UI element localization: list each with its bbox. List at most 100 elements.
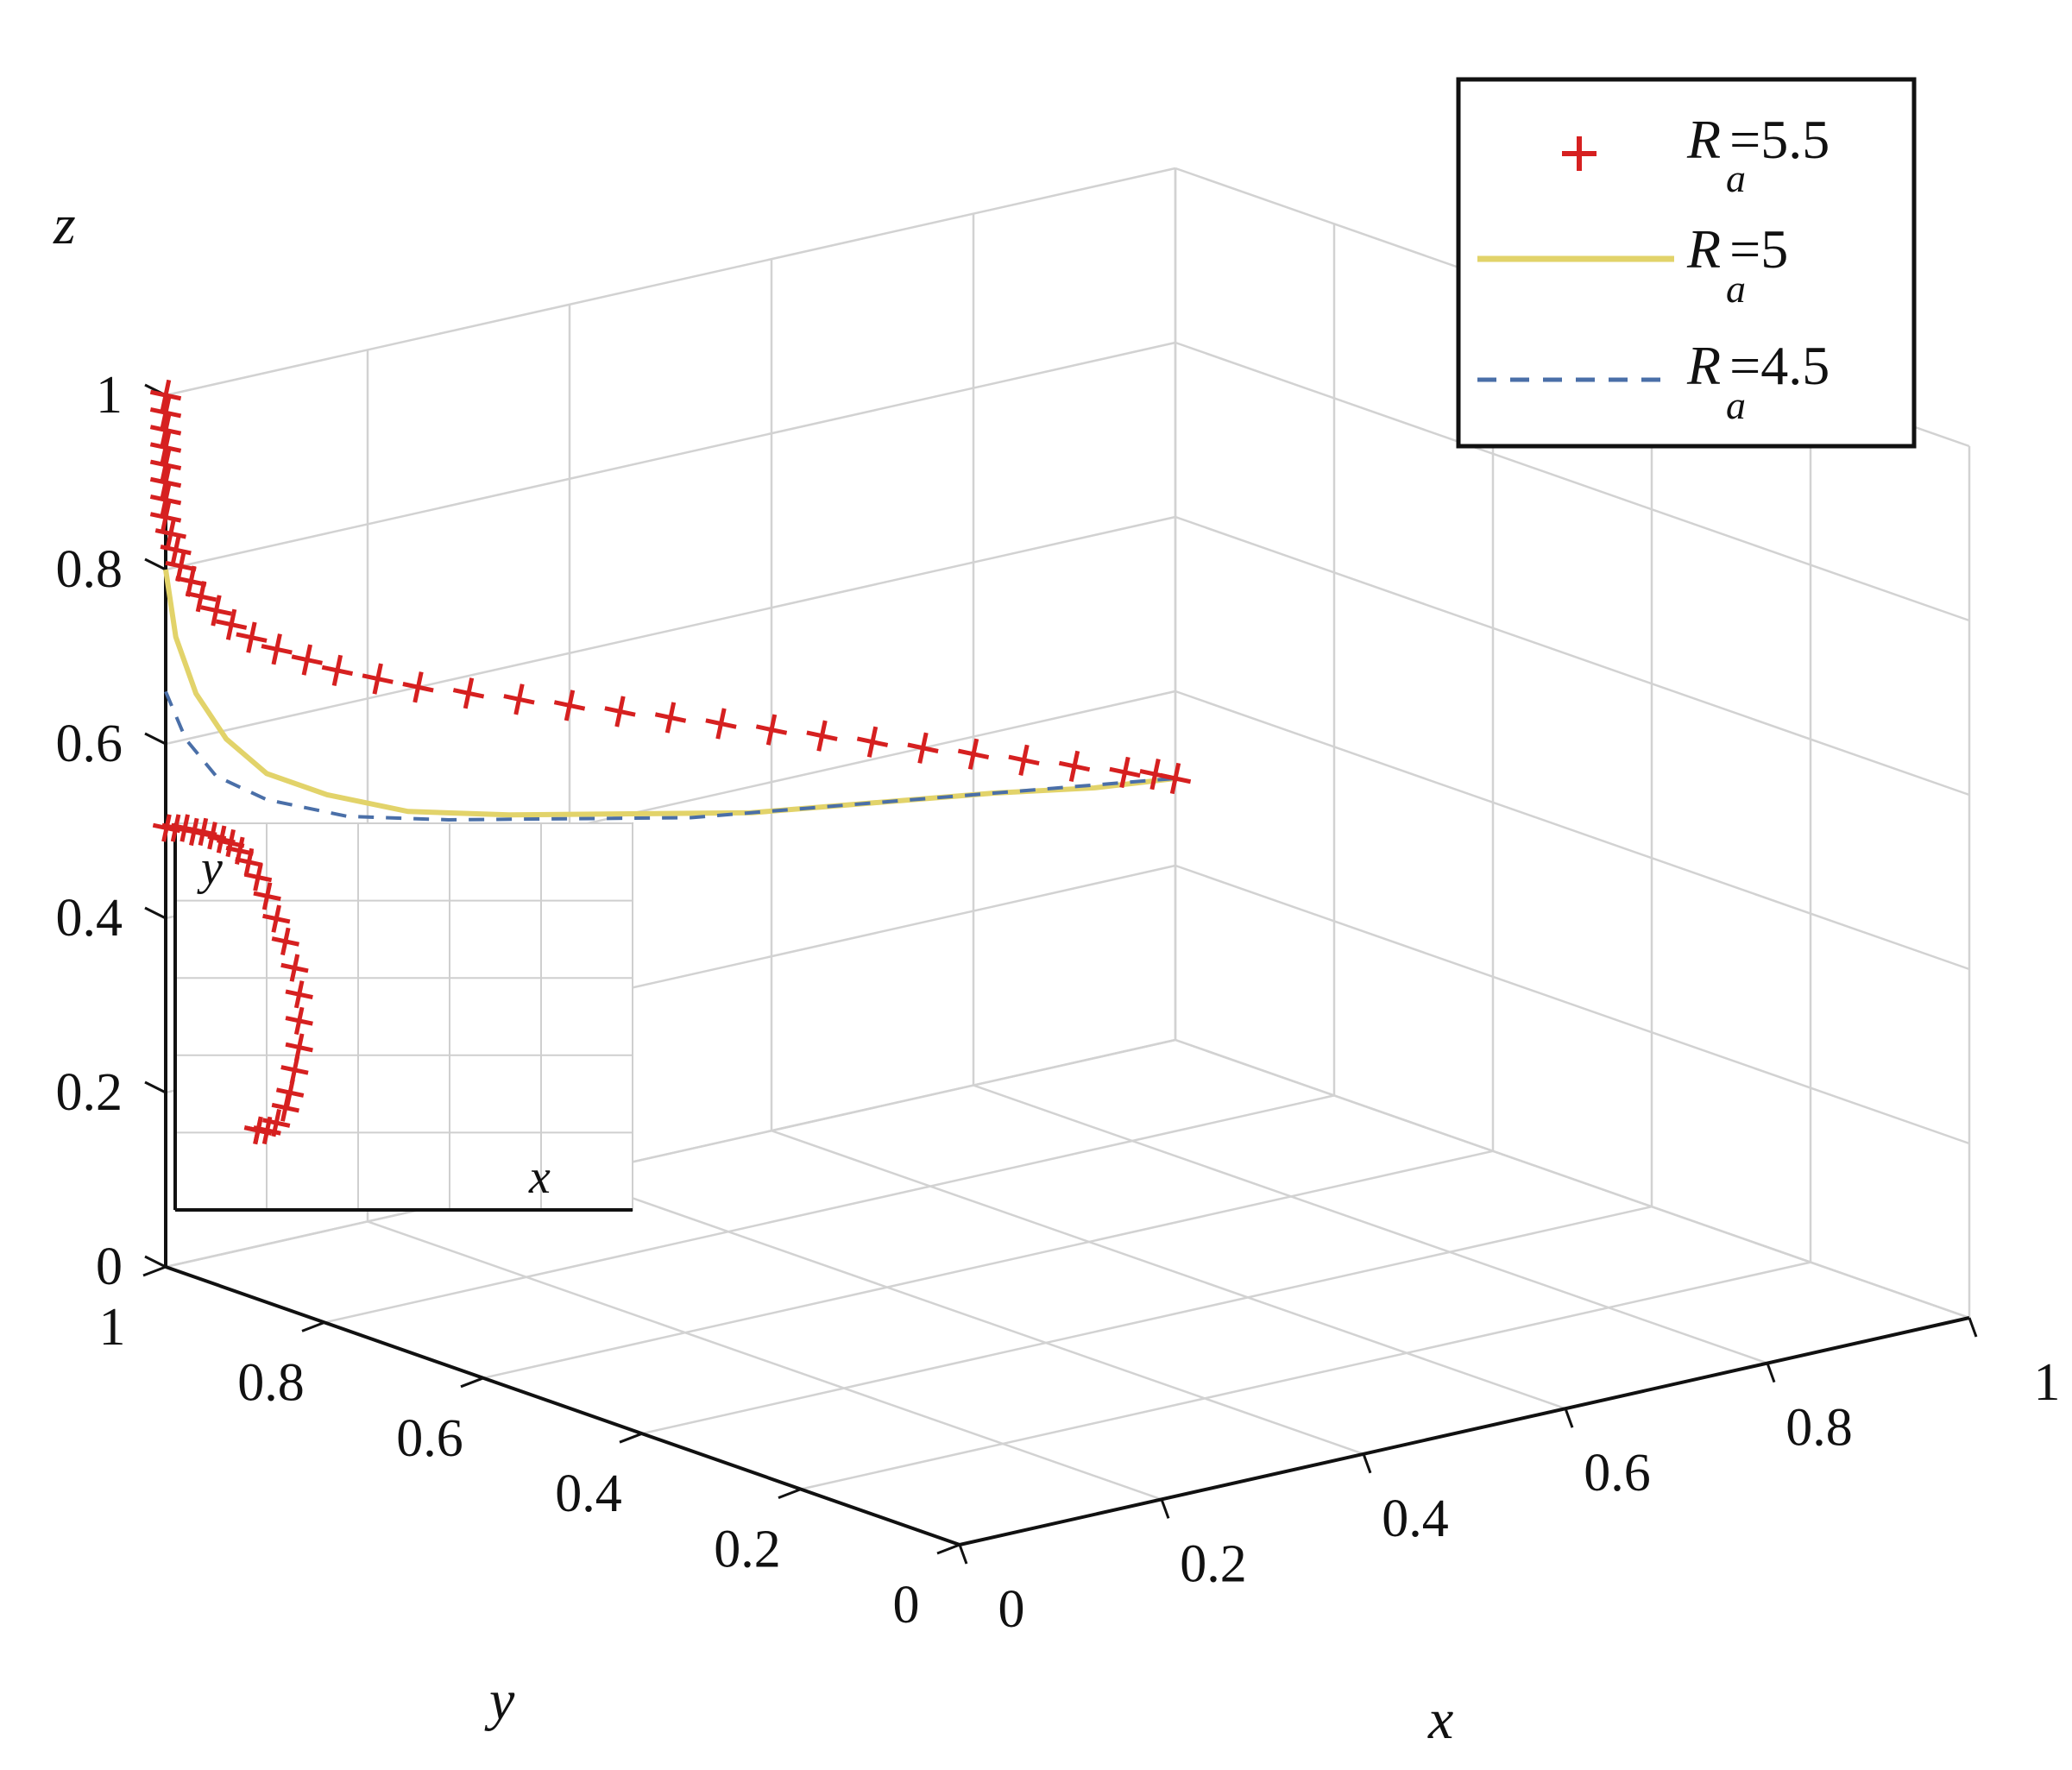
grid-line [1175, 341, 1970, 622]
axes [142, 383, 1978, 1565]
data-point [1058, 750, 1091, 783]
grid-line [1175, 515, 1970, 797]
z-tick-label: 0.4 [56, 889, 123, 948]
x-tick [1968, 1317, 1978, 1338]
legend-entry-2-subscript: a [1726, 267, 1746, 311]
data-point [291, 644, 323, 676]
legend-entry-1-subscript: a [1726, 156, 1746, 200]
data-point [149, 414, 182, 446]
data-point [149, 397, 182, 429]
x-tick-label: 0.8 [1785, 1399, 1853, 1458]
data-point [149, 484, 182, 516]
data-point [285, 1033, 313, 1061]
x-axis-label: x [1427, 1688, 1453, 1751]
z-tick-label: 0.2 [56, 1063, 123, 1122]
y-axis-label: y [484, 1669, 515, 1732]
y-tick-label: 1 [99, 1298, 126, 1357]
series-line-3 [164, 690, 1176, 822]
data-point [243, 1116, 273, 1145]
grid-line [800, 1261, 1811, 1490]
x-tick-label: 0 [998, 1580, 1025, 1639]
x-tick [1160, 1498, 1170, 1519]
inset-plot: xy [152, 814, 633, 1212]
z-axis-label: z [53, 193, 76, 256]
legend-entry-1-symbol: R [1686, 109, 1721, 170]
y-tick-label: 0.2 [714, 1521, 781, 1579]
grid-line [973, 1084, 1768, 1364]
grid-line [771, 1130, 1566, 1410]
grid-line [165, 341, 1176, 571]
legend-entry-3-symbol: R [1686, 335, 1721, 396]
data-point [262, 904, 291, 933]
grid-line [482, 1150, 1494, 1380]
data-point [175, 565, 207, 597]
data-point [604, 696, 636, 728]
grid-line [367, 1220, 1162, 1501]
x-tick [1766, 1363, 1776, 1383]
tick-labels: 0 0 0 0.2 0.2 0.2 0.4 0.4 0.4 0.6 0.6 0.6 0.8 0.8 0.8 1… [56, 366, 2061, 1639]
x-tick [1362, 1453, 1372, 1474]
x-tick [958, 1544, 968, 1565]
z-tick [144, 732, 167, 746]
series-layer [149, 379, 1192, 822]
data-point [1159, 762, 1192, 795]
data-point [806, 720, 838, 752]
data-point [236, 621, 268, 653]
inset-x-label: x [528, 1150, 551, 1204]
data-point [149, 379, 182, 412]
x-tick [1564, 1408, 1574, 1428]
grid-line [324, 1094, 1335, 1324]
grid-line [641, 1205, 1653, 1435]
data-point [149, 466, 182, 499]
inset-background [174, 822, 633, 1211]
legend: R =5.5 a R =5 a R =4.5 a [1456, 77, 1917, 449]
z-tick-label: 0.6 [56, 715, 123, 773]
data-point [285, 1006, 313, 1036]
y-tick-label: 0.6 [396, 1409, 463, 1468]
z-tick [144, 557, 167, 571]
data-point [149, 449, 182, 481]
legend-entry-3-suffix: =4.5 [1729, 335, 1830, 396]
y-tick [778, 1488, 802, 1499]
data-point [755, 714, 788, 746]
data-point [1139, 759, 1171, 791]
data-point [503, 683, 535, 715]
y-tick [619, 1432, 643, 1444]
data-point [907, 732, 939, 764]
data-point [185, 581, 217, 613]
grid-line [569, 1175, 1364, 1455]
y-tick-label: 0 [893, 1576, 920, 1635]
data-point [149, 431, 182, 463]
z-tick [144, 1080, 167, 1094]
data-point [1008, 744, 1040, 776]
data-point [402, 671, 434, 703]
data-point [654, 702, 687, 734]
data-point [165, 550, 197, 583]
legend-entry-3-subscript: a [1726, 383, 1746, 427]
x-axis-line [959, 1316, 1970, 1546]
data-point [160, 534, 192, 566]
x-tick-label: 0.6 [1584, 1444, 1651, 1502]
data-point [362, 663, 394, 695]
legend-entry-2-symbol: R [1686, 218, 1721, 280]
data-point [856, 726, 889, 758]
x-tick-label: 0.2 [1180, 1534, 1247, 1593]
grid-line [165, 167, 1176, 397]
data-point [553, 690, 586, 721]
series-line-2 [163, 569, 1176, 818]
data-point [280, 1055, 309, 1085]
data-point [321, 654, 354, 687]
y-tick [301, 1321, 325, 1332]
z-tick-label: 0.8 [56, 540, 123, 599]
y-tick [142, 1265, 167, 1277]
y-axis-line [165, 1265, 960, 1546]
y-tick-label: 0.4 [555, 1465, 622, 1523]
grid-line [165, 515, 1176, 746]
grid-line [1175, 864, 1970, 1145]
data-point [1109, 756, 1141, 789]
legend-marker-1 [1562, 136, 1597, 171]
data-point [271, 1093, 299, 1122]
data-point [253, 882, 281, 910]
z-tick-label: 1 [96, 366, 123, 425]
data-point [705, 708, 737, 740]
